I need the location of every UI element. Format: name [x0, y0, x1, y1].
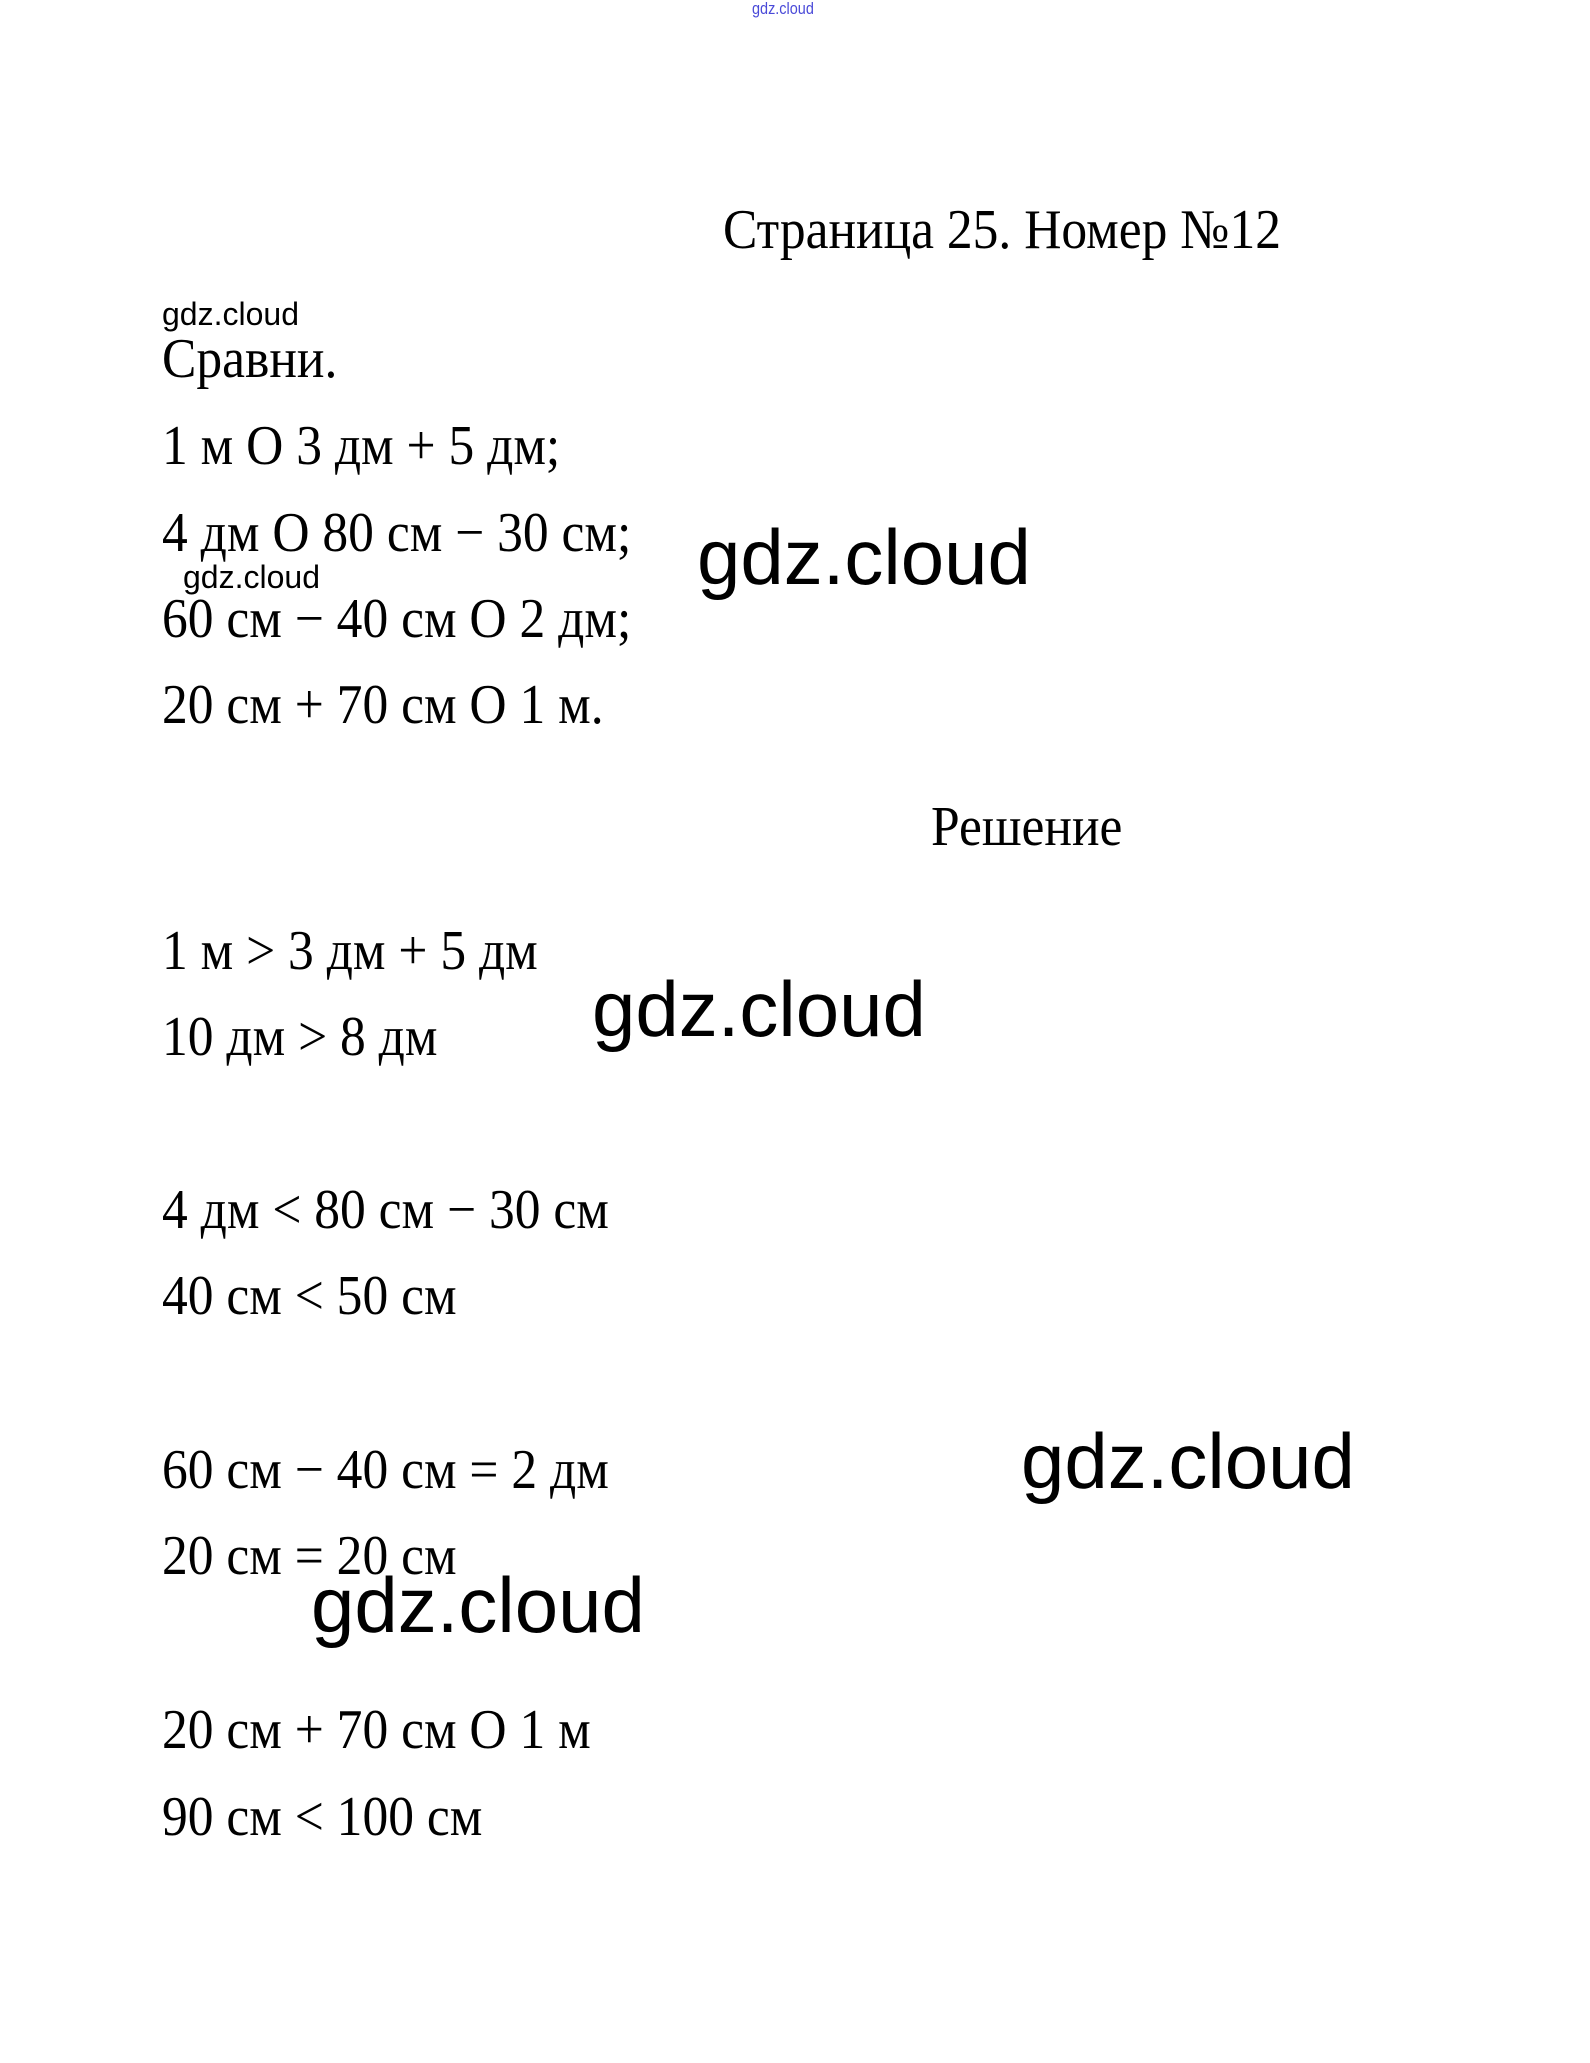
solution-line: 4 дм < 80 см − 30 см [162, 1179, 609, 1241]
watermark-large: gdz.cloud [311, 1561, 645, 1649]
task-line: 4 дм О 80 см − 30 см; [162, 502, 632, 564]
watermark-large: gdz.cloud [1021, 1417, 1355, 1505]
watermark-large: gdz.cloud [592, 965, 926, 1053]
task-line: 20 см + 70 см О 1 м. [162, 674, 604, 736]
solution-line: 90 см < 100 см [162, 1786, 483, 1848]
task-heading: Сравни. [162, 328, 338, 390]
solution-line: 10 дм > 8 дм [162, 1006, 438, 1068]
solution-heading: Решение [931, 796, 1123, 858]
solution-line: 60 см − 40 см = 2 дм [162, 1439, 609, 1501]
watermark-top: gdz.cloud [752, 0, 814, 18]
watermark-large: gdz.cloud [697, 513, 1031, 601]
task-line: 60 см − 40 см О 2 дм; [162, 588, 632, 650]
solution-line: 20 см = 20 см [162, 1525, 457, 1587]
solution-line: 20 см + 70 см О 1 м [162, 1699, 591, 1761]
solution-line: 40 см < 50 см [162, 1265, 457, 1327]
solution-line: 1 м > 3 дм + 5 дм [162, 920, 538, 982]
page-title: Страница 25. Номер №12 [723, 199, 1281, 261]
watermark-small: gdz.cloud [183, 559, 320, 595]
task-line: 1 м О 3 дм + 5 дм; [162, 415, 561, 477]
watermark-small: gdz.cloud [162, 296, 299, 332]
